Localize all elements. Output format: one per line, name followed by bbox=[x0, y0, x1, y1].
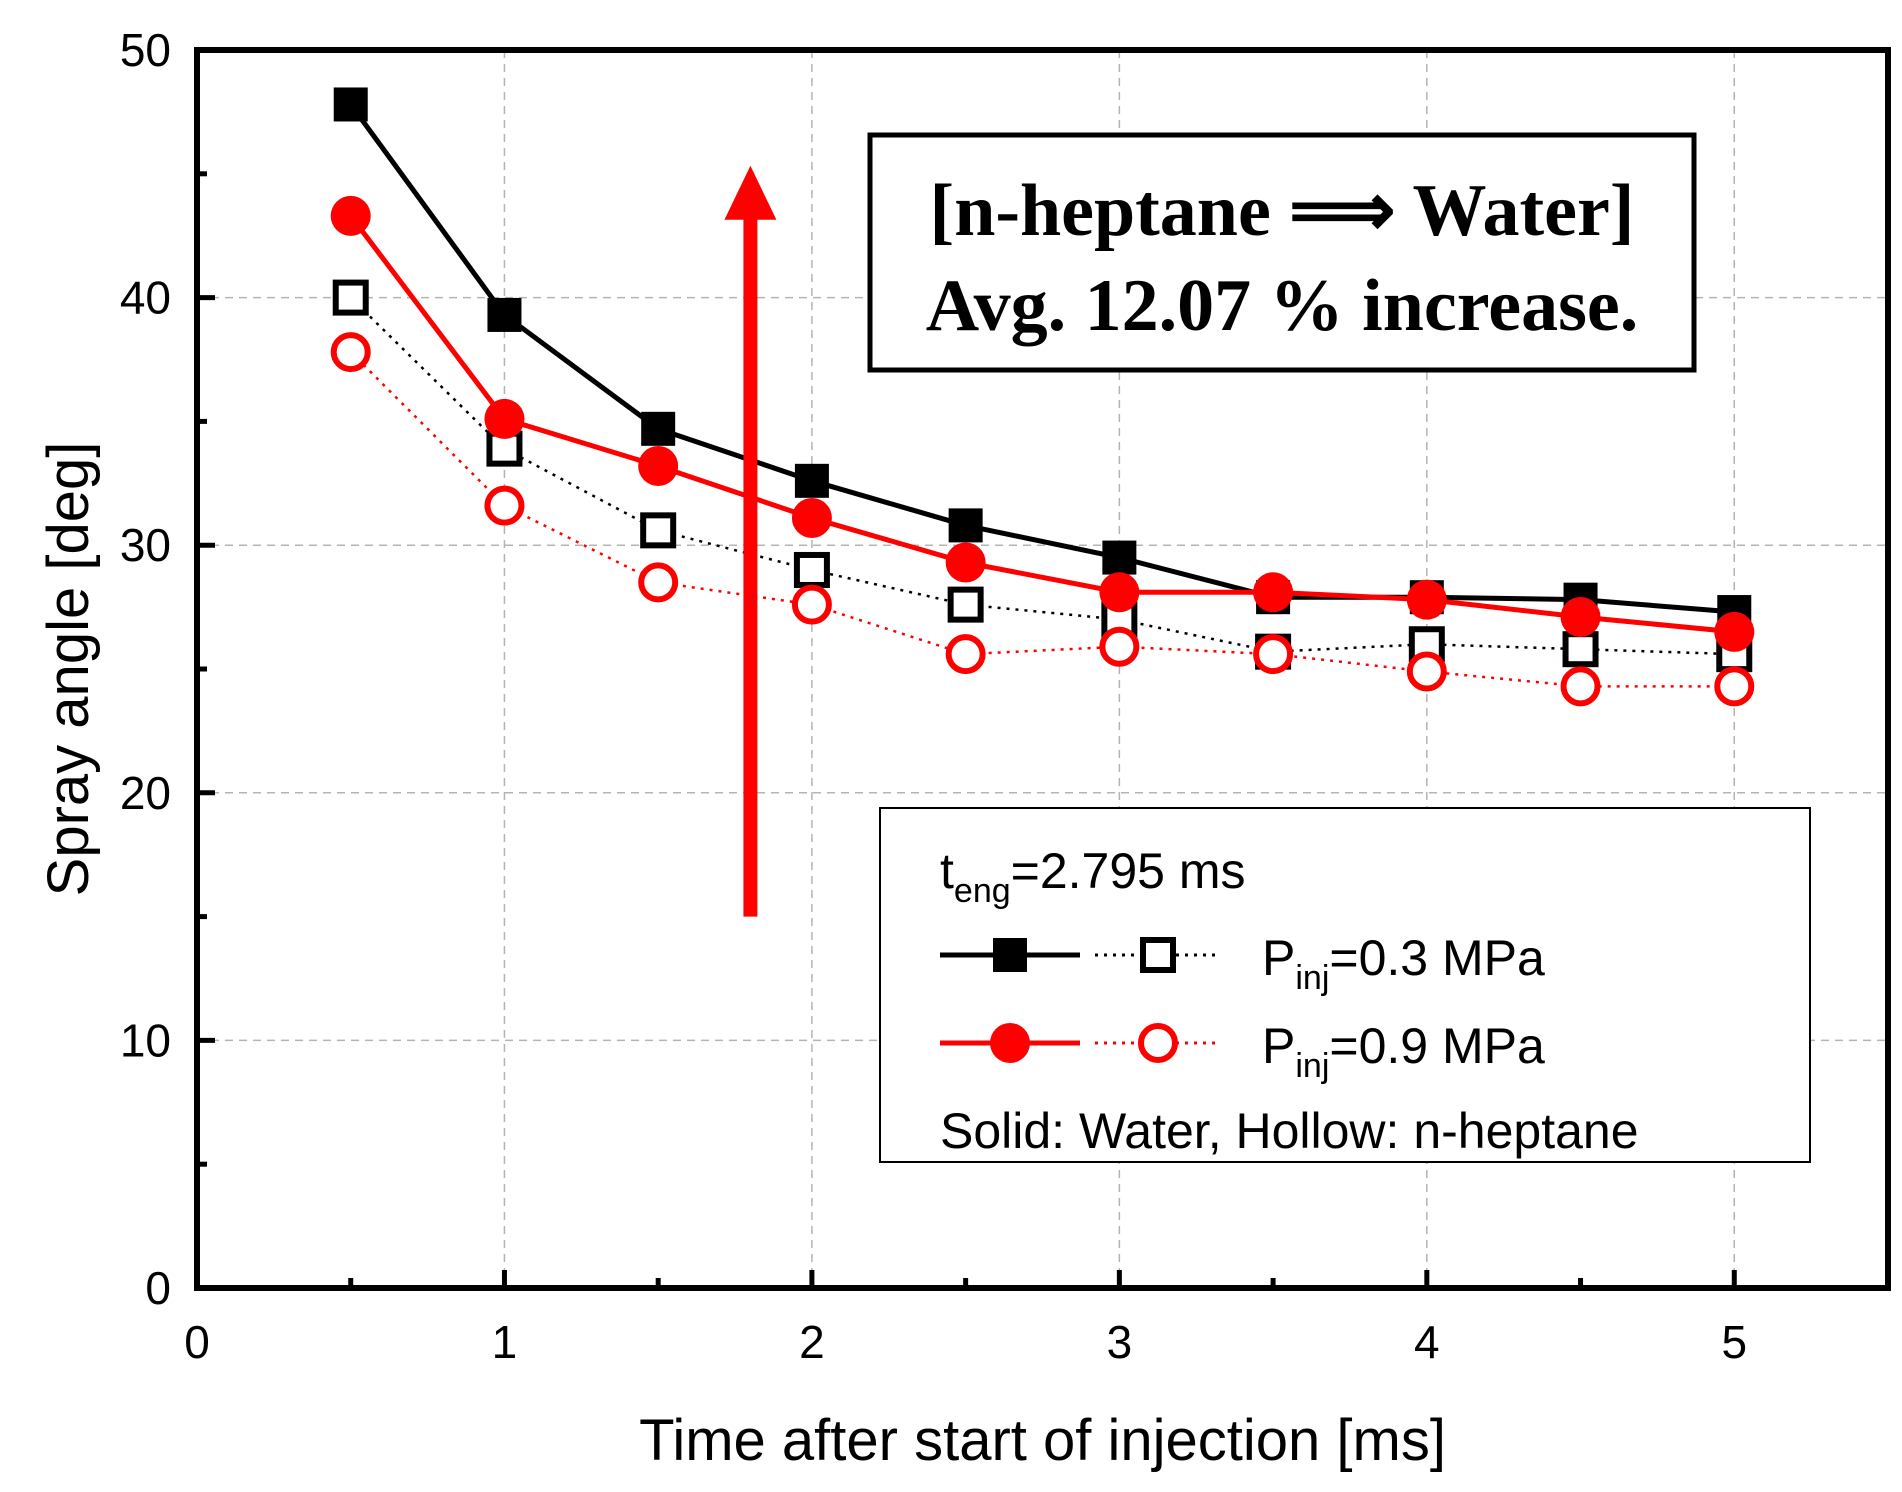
x-axis-title: Time after start of injection [ms] bbox=[639, 1408, 1446, 1473]
y-axis-title: Spray angle [deg] bbox=[36, 442, 101, 897]
hollow-square-marker bbox=[1140, 937, 1176, 973]
legend-entry-0.9mpa: Pinj=0.9 MPa bbox=[940, 1018, 1545, 1085]
x-tick-label: 0 bbox=[184, 1316, 210, 1368]
data-point bbox=[1099, 572, 1140, 613]
data-point bbox=[1560, 597, 1601, 638]
data-point bbox=[947, 586, 984, 623]
series-hollow-circle bbox=[330, 332, 1755, 707]
data-point bbox=[638, 562, 679, 603]
y-tick-label: 20 bbox=[120, 767, 171, 819]
filled-square-marker bbox=[993, 938, 1027, 972]
annotation-line-1: [n-heptane ⟹ Water] bbox=[930, 170, 1635, 252]
data-point bbox=[484, 398, 525, 439]
series-line bbox=[349, 351, 1735, 688]
data-point bbox=[948, 508, 983, 543]
data-point bbox=[945, 634, 986, 675]
x-tick-label: 5 bbox=[1721, 1316, 1747, 1368]
y-tick-label: 10 bbox=[120, 1014, 171, 1066]
hollow-circle-marker bbox=[1138, 1023, 1178, 1063]
annotation-box: [n-heptane ⟹ Water] Avg. 12.07 % increas… bbox=[867, 132, 1697, 373]
data-point bbox=[791, 584, 832, 625]
x-tick-label: 2 bbox=[799, 1316, 825, 1368]
series-solid-circle bbox=[330, 195, 1755, 652]
y-tick-label: 0 bbox=[145, 1262, 171, 1314]
legend: teng=2.795 ms Pinj=0.3 MPa Pinj=0.9 MPa … bbox=[879, 807, 1811, 1163]
data-point bbox=[1560, 666, 1601, 707]
data-point bbox=[794, 463, 829, 498]
data-point bbox=[641, 411, 676, 446]
data-point bbox=[330, 195, 371, 236]
data-point bbox=[945, 542, 986, 583]
data-point bbox=[332, 279, 369, 316]
series-line bbox=[348, 214, 1735, 635]
data-point bbox=[1562, 631, 1599, 668]
legend-frame bbox=[879, 807, 1811, 1163]
annotation-line-2: Avg. 12.07 % increase. bbox=[926, 265, 1639, 347]
series-layer bbox=[330, 87, 1755, 707]
x-tick-label: 3 bbox=[1107, 1316, 1133, 1368]
data-point bbox=[791, 497, 832, 538]
data-point bbox=[487, 297, 522, 332]
data-point bbox=[1253, 634, 1294, 675]
data-point bbox=[330, 332, 371, 373]
data-point bbox=[1714, 611, 1755, 652]
x-tick-label: 1 bbox=[492, 1316, 518, 1368]
y-tick-label: 40 bbox=[120, 272, 171, 324]
data-point bbox=[1406, 651, 1447, 692]
data-point bbox=[1714, 666, 1755, 707]
data-point bbox=[1406, 579, 1447, 620]
data-point bbox=[1253, 572, 1294, 613]
legend-label-0.9mpa: Pinj=0.9 MPa bbox=[1262, 1018, 1545, 1085]
data-point bbox=[793, 551, 830, 588]
arrow-head bbox=[724, 165, 777, 220]
series-line bbox=[348, 102, 1735, 615]
series-line bbox=[349, 296, 1735, 656]
data-point bbox=[333, 87, 368, 122]
data-point bbox=[1099, 626, 1140, 667]
legend-label-0.3mpa: Pinj=0.3 MPa bbox=[1262, 930, 1545, 997]
series-solid-square bbox=[333, 87, 1752, 630]
legend-footnote: Solid: Water, Hollow: n-heptane bbox=[940, 1103, 1639, 1159]
legend-entry-0.3mpa: Pinj=0.3 MPa bbox=[940, 930, 1545, 997]
legend-title: teng=2.795 ms bbox=[940, 843, 1246, 910]
increase-arrow bbox=[724, 165, 777, 917]
data-point bbox=[484, 485, 525, 526]
annotation-frame bbox=[867, 132, 1697, 373]
filled-circle-marker bbox=[990, 1023, 1030, 1063]
data-point bbox=[1102, 540, 1137, 575]
y-tick-label: 30 bbox=[120, 519, 171, 571]
data-point bbox=[638, 445, 679, 486]
data-point bbox=[640, 512, 677, 549]
y-tick-label: 50 bbox=[120, 24, 171, 76]
x-tick-label: 4 bbox=[1414, 1316, 1440, 1368]
